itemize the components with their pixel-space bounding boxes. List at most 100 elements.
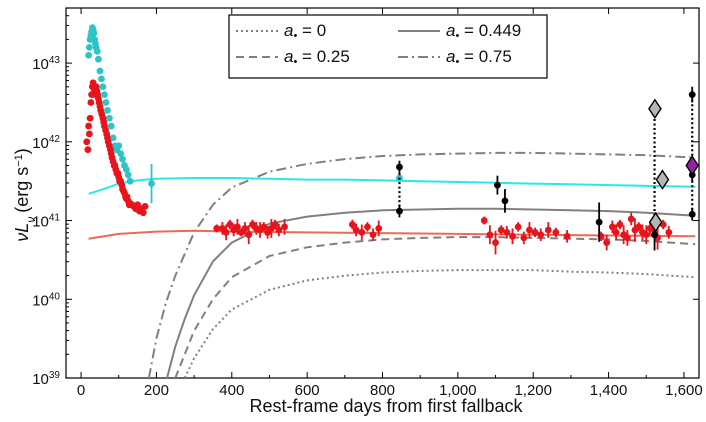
red-data-late-point-12	[260, 223, 268, 231]
cyan-model-line	[88, 177, 696, 195]
black-data-point-0	[396, 163, 403, 171]
black-data-point-5	[651, 231, 658, 239]
red-data-late-point-31	[520, 234, 528, 242]
y-tick-label-2: 1041	[32, 213, 60, 231]
cyan-data-point-20	[107, 122, 115, 130]
red-data-late-point-5	[234, 223, 241, 231]
x-tick-label-5: 1,000	[439, 382, 477, 399]
black-data-point-3	[501, 197, 509, 205]
cyan-data-point-21	[109, 134, 117, 142]
legend-box	[228, 14, 548, 79]
red-data-late-point-49	[642, 231, 650, 239]
cyan-data-point-1	[85, 43, 93, 51]
magenta-diamond-diamond-0	[685, 155, 699, 176]
red-data-early-point-4	[86, 114, 94, 122]
cyan-data-point-16	[101, 91, 108, 98]
cyan-data-point-7	[90, 29, 98, 37]
y-title-main: νL	[12, 223, 32, 242]
red-data-late-point-0	[213, 225, 221, 232]
x-tick-label-2: 400	[219, 382, 244, 399]
red-data-late-point-32	[526, 226, 533, 234]
red-data-late-point-26	[492, 239, 499, 246]
cyan-data-point-0	[85, 51, 93, 59]
x-tick-label-3: 600	[295, 382, 320, 399]
cyan-data-point-11	[93, 47, 101, 55]
red-data-late-point-35	[544, 226, 552, 234]
y-axis-title: νLν (erg s−1)	[12, 148, 38, 242]
red-data-late-point-27	[497, 226, 505, 234]
salmon-model-line	[88, 229, 696, 240]
red-data-early-point-5	[87, 99, 95, 106]
red-data-late-point-39	[603, 239, 611, 246]
black-data-point-2	[494, 181, 501, 189]
legend-label-0: a• = 0	[284, 21, 326, 42]
red-data-late-point-54	[665, 228, 673, 236]
red-data-late-point-40	[608, 223, 616, 231]
black-top-point-point-0	[688, 91, 696, 98]
cyan-data-point-28	[122, 165, 130, 173]
red-data-early-point-1	[84, 146, 92, 154]
red-data-late-point-22	[369, 231, 377, 239]
red-data-late-point-20	[358, 228, 366, 236]
model-a-0-449-line	[166, 207, 696, 378]
red-data-early-point-2	[85, 122, 93, 130]
red-data-late-point-15	[271, 221, 279, 228]
axis-ticks: 0 200 400 600 800 1,000 1,200 1,400 1,600 1039 104…	[32, 7, 703, 399]
cyan-data-point-15	[99, 83, 107, 91]
red-data-late-point-21	[364, 223, 371, 231]
red-data-late-point-16	[275, 226, 283, 234]
x-tick-label-6: 1,200	[514, 382, 552, 399]
red-data-late-point-33	[531, 228, 539, 236]
x-tick-label-4: 800	[370, 382, 395, 399]
cyan-data-point-13	[96, 67, 104, 75]
model-a-0-25-line	[174, 236, 696, 378]
y-tick-label-0: 1039	[32, 370, 60, 388]
red-data-early-point-0	[83, 138, 91, 146]
x-tick-label-8: 1,600	[665, 382, 703, 399]
red-data-late-point-7	[241, 225, 249, 232]
red-data-late-point-24	[480, 217, 488, 224]
cyan-data-point-29	[124, 171, 132, 179]
black-data-point-7	[688, 210, 696, 218]
gray-diamonds-diamond-0	[648, 98, 662, 120]
gray-diamonds-diamond-1	[655, 169, 670, 190]
y-title-unit: (erg s	[12, 167, 32, 213]
red-data-early-point-57	[141, 202, 149, 210]
cyan-data-point-17	[102, 99, 110, 106]
red-data-late-point-36	[552, 228, 560, 236]
red-data-early-point-56	[139, 209, 147, 217]
x-tick-label-0: 0	[77, 382, 85, 399]
legend: a• = 0 a• = 0.449 a• = 0.25 a• = 0.75	[228, 14, 548, 79]
model-a-0-line	[183, 269, 696, 378]
legend-label-3: a• = 0.75	[446, 47, 512, 68]
red-data-late-point-34	[537, 231, 545, 239]
cyan-data-point-14	[98, 75, 105, 83]
x-axis-title: Rest-frame days from first fallback	[249, 396, 523, 416]
y-tick-label-3: 1042	[32, 134, 60, 152]
model-a-0-75-line	[147, 151, 696, 378]
red-data-late-point-17	[281, 223, 288, 231]
y-tick-label-4: 1043	[32, 55, 60, 73]
y-tick-label-1: 1040	[32, 291, 60, 309]
y-title-sub: ν	[24, 217, 38, 223]
red-data-late-point-42	[616, 221, 624, 228]
plot-area: 0 200 400 600 800 1,000 1,200 1,400 1,600 1039 104…	[32, 7, 703, 399]
x-tick-label-7: 1,400	[590, 382, 628, 399]
red-data-late-point-30	[514, 223, 522, 231]
red-data-late-point-18	[348, 221, 356, 228]
red-data-late-point-44	[624, 234, 631, 242]
cyan-data-point-19	[105, 114, 113, 122]
red-data-late-point-25	[486, 231, 494, 239]
red-data-early-point-3	[85, 130, 93, 138]
red-data-late-point-2	[222, 228, 230, 236]
red-data-late-point-28	[503, 228, 511, 236]
legend-label-2: a• = 0.25	[284, 47, 350, 68]
cyan-data-point-26	[119, 155, 126, 163]
svg-text:νLν(erg s−1): νLν (erg s−1)	[12, 148, 38, 242]
cyan-data-point-12	[95, 55, 102, 63]
red-data-late-point-47	[635, 223, 643, 231]
model-curves	[88, 151, 696, 378]
red-data-late-point-45	[627, 215, 635, 223]
red-data-late-point-8	[245, 231, 253, 239]
